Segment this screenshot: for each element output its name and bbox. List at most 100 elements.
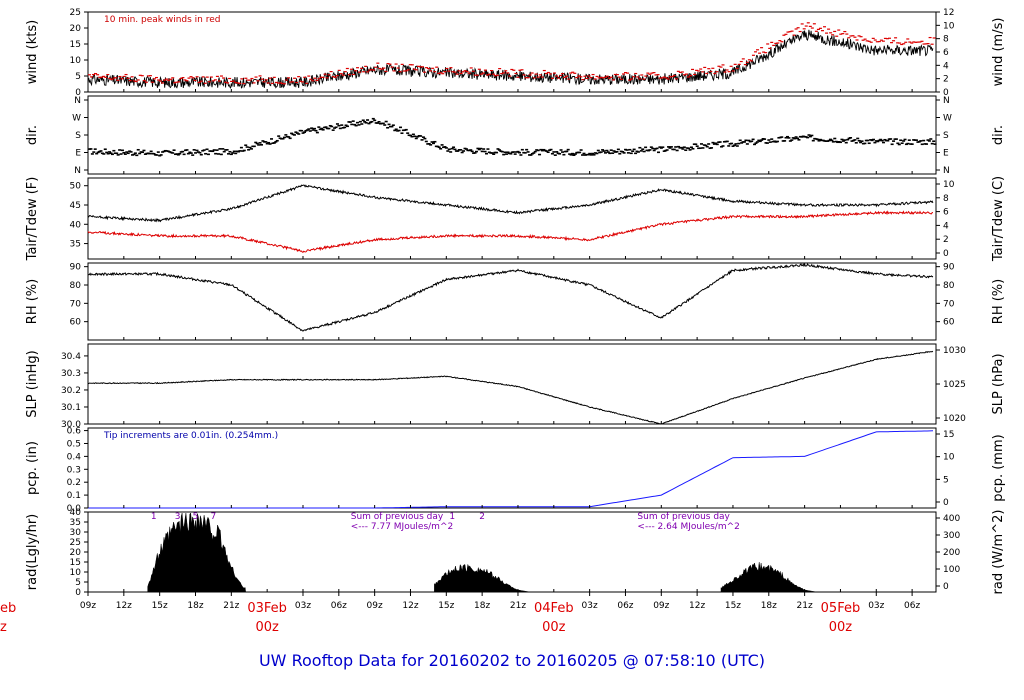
peak-wind-point (366, 71, 370, 73)
peak-wind-point (762, 51, 766, 53)
direction-point (482, 148, 486, 150)
peak-wind-point (400, 63, 404, 65)
peak-wind-point (140, 75, 144, 77)
peak-wind-point (920, 40, 924, 42)
ylabel-right: wind (m/s) (991, 18, 1006, 87)
peak-wind-point (508, 75, 512, 77)
direction-point (602, 150, 606, 152)
direction-point (258, 142, 262, 144)
peak-wind-point (902, 43, 906, 45)
ylabel-right: Tair/Tdew (C) (991, 176, 1006, 262)
direction-point (120, 149, 124, 152)
ytick-right-label: 200 (943, 548, 960, 558)
peak-wind-point (861, 39, 865, 41)
direction-point (679, 146, 683, 149)
peak-wind-point (270, 82, 274, 84)
direction-point (214, 152, 218, 155)
peak-wind-point (636, 76, 640, 78)
peak-wind-point (896, 42, 900, 44)
direction-point (156, 151, 160, 153)
peak-wind-point (136, 79, 140, 81)
peak-wind-point (798, 30, 802, 33)
peak-wind-point (248, 79, 252, 81)
direction-point (295, 132, 299, 134)
direction-point (560, 151, 564, 153)
xtick-label: 15z (438, 601, 454, 611)
radiation-sum-value: <--- 2.64 MJoules/m^2 (637, 522, 739, 532)
peak-wind-point (540, 76, 544, 78)
direction-point (159, 154, 163, 156)
direction-point (925, 143, 929, 145)
peak-wind-point (723, 71, 727, 73)
direction-point (486, 148, 490, 150)
direction-point (783, 140, 787, 142)
peak-wind-point (565, 75, 569, 77)
peak-wind-point (603, 76, 607, 78)
date-sub-label: 00z (829, 620, 853, 635)
direction-point (225, 149, 229, 151)
peak-wind-point (301, 81, 305, 83)
peak-wind-point (471, 70, 475, 72)
ytick-left-label: 15 (70, 40, 81, 50)
direction-point (439, 147, 443, 150)
peak-wind-point (228, 77, 232, 80)
direction-point (711, 141, 715, 144)
xtick-label: 12z (689, 601, 705, 611)
peak-wind-point (437, 72, 441, 75)
direction-point (735, 145, 739, 147)
peak-wind-point (800, 23, 804, 25)
peak-wind-point (758, 52, 762, 54)
peak-wind-point (406, 69, 410, 71)
direction-point (334, 126, 338, 129)
peak-wind-point (727, 71, 731, 73)
ytick-left-label: E (75, 149, 81, 159)
direction-point (691, 147, 695, 150)
ytick-left-label: 50 (70, 182, 82, 192)
peak-wind-point (152, 78, 156, 80)
peak-wind-point (120, 78, 124, 80)
direction-point (453, 148, 457, 151)
direction-point (755, 141, 759, 143)
direction-point (725, 140, 729, 143)
peak-wind-point (183, 79, 187, 81)
peak-wind-point (622, 73, 626, 75)
series-line-tair (87, 184, 934, 223)
direction-point (672, 148, 676, 151)
direction-point (192, 149, 196, 151)
peak-wind-point (272, 76, 276, 78)
ytick-left-label: 0.5 (67, 439, 81, 449)
direction-point (288, 137, 292, 140)
peak-wind-point (144, 81, 148, 83)
direction-point (300, 129, 304, 132)
ytick-left-label: 70 (70, 299, 82, 309)
ytick-right-label: 60 (943, 318, 955, 328)
direction-point (340, 124, 344, 126)
panel-annotation: Tip increments are 0.01in. (0.254mm.) (103, 431, 278, 441)
peak-wind-point (246, 79, 250, 81)
ytick-right-label: S (943, 131, 949, 141)
direction-point (922, 139, 926, 142)
direction-point (775, 140, 779, 143)
direction-point (102, 153, 106, 155)
peak-wind-point (502, 72, 506, 74)
direction-point (698, 147, 702, 149)
peak-wind-point (904, 41, 908, 43)
peak-wind-point (668, 76, 672, 78)
direction-point (228, 150, 232, 153)
peak-wind-point (857, 35, 861, 37)
direction-point (149, 150, 153, 153)
ytick-left-label: 0.1 (67, 491, 81, 501)
ytick-left-label: 60 (70, 318, 82, 328)
direction-point (381, 122, 385, 125)
direction-point (929, 138, 933, 140)
peak-wind-point (778, 40, 782, 42)
peak-wind-point (550, 77, 554, 79)
peak-wind-point (219, 75, 223, 77)
peak-wind-point (619, 78, 623, 80)
ytick-right-label: 8 (943, 194, 949, 204)
peak-wind-point (707, 68, 711, 70)
direction-point (629, 152, 633, 155)
direction-point (411, 133, 415, 136)
direction-point (608, 152, 612, 155)
